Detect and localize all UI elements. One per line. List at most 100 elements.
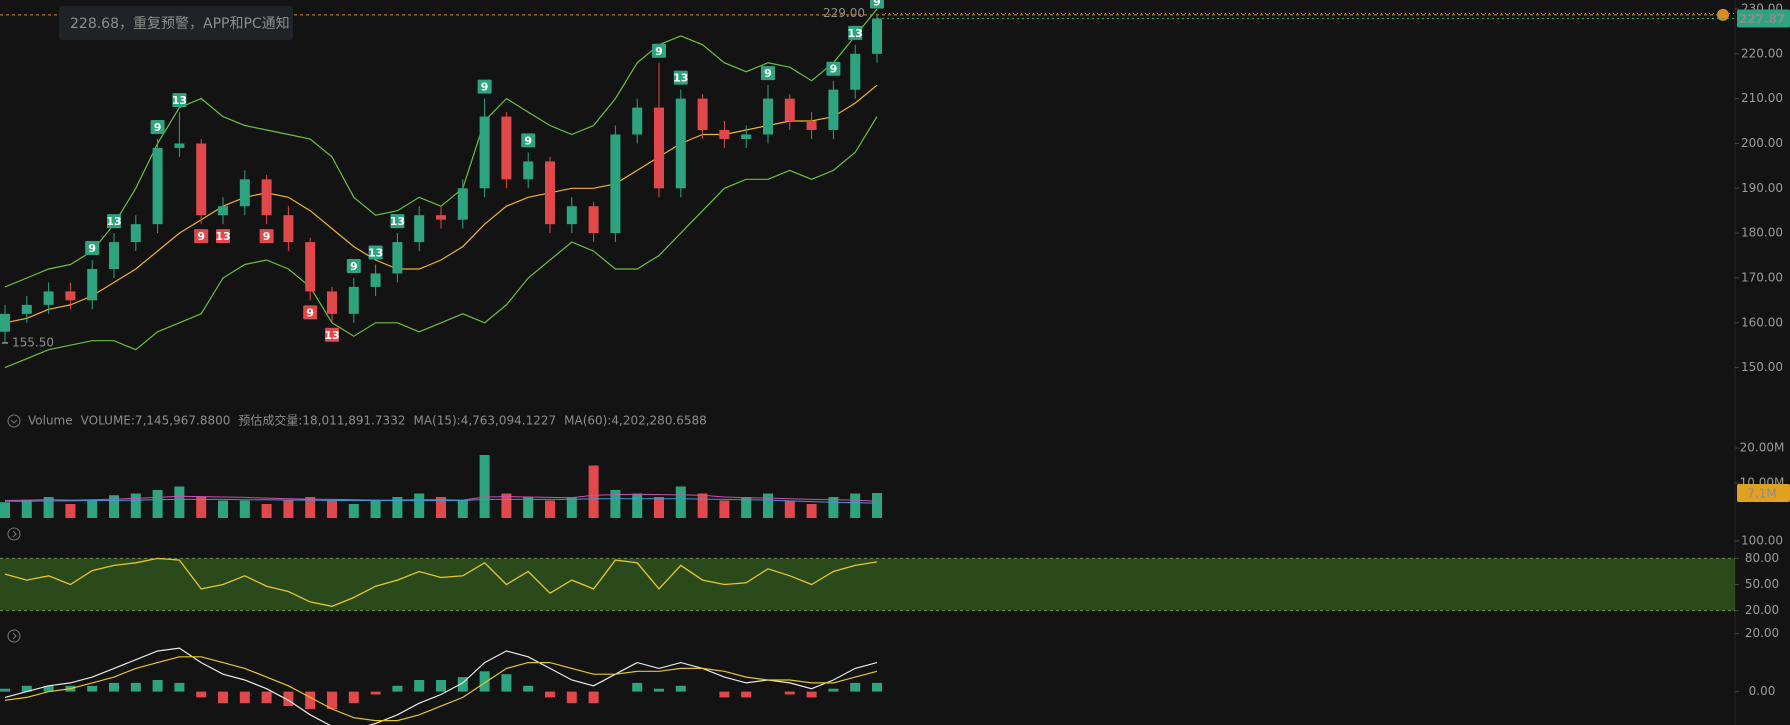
volume-bar xyxy=(719,500,730,518)
candle-body xyxy=(457,188,468,220)
macd-bar xyxy=(741,691,752,698)
y-tick-label: 150.00 xyxy=(1741,360,1783,374)
volume-bar xyxy=(43,497,54,518)
macd-bar xyxy=(261,691,272,704)
td-label: 13 xyxy=(324,329,339,342)
volume-bar xyxy=(457,500,468,518)
td-marker xyxy=(172,93,187,108)
td-label: 9 xyxy=(524,134,532,147)
td-label: 13 xyxy=(673,72,688,85)
candle-body xyxy=(370,273,381,287)
td-marker xyxy=(368,245,383,260)
candle-body xyxy=(741,134,752,139)
candle-body xyxy=(174,143,185,148)
last-price-label: 227.87 xyxy=(1739,12,1785,26)
high-label: 229.00 xyxy=(823,6,865,20)
candle-body xyxy=(479,116,490,189)
collapse-icon[interactable] xyxy=(7,414,21,428)
volume-bar xyxy=(196,497,207,518)
td-marker xyxy=(216,229,230,244)
candle-body xyxy=(0,313,10,332)
volume-bar xyxy=(436,497,446,518)
macd-bar xyxy=(109,682,119,692)
candle-body xyxy=(719,130,730,139)
volume-bar xyxy=(305,497,316,518)
y-tick-label: 160.00 xyxy=(1741,315,1783,329)
candle-body xyxy=(392,242,403,274)
td-label: 13 xyxy=(172,94,187,107)
volume-bar xyxy=(21,500,32,518)
td-marker xyxy=(303,305,318,320)
volume-ma-line xyxy=(5,498,878,504)
volume-bar xyxy=(850,493,861,518)
td-marker xyxy=(826,61,841,76)
volume-bar xyxy=(523,497,534,518)
bollinger-line xyxy=(4,8,878,288)
candle-body xyxy=(784,98,795,122)
macd-bar xyxy=(806,691,817,698)
candle-body xyxy=(43,291,54,305)
volume-bar xyxy=(784,500,795,518)
candle-body xyxy=(87,268,98,301)
candle-body xyxy=(305,242,316,292)
td-label: 13 xyxy=(215,230,230,243)
td-label: 13 xyxy=(848,27,863,40)
macd-bar xyxy=(152,680,163,692)
macd-bar xyxy=(283,691,294,707)
y-tick-label: 100.00 xyxy=(1741,534,1783,548)
y-tick-label: 180.00 xyxy=(1741,226,1783,240)
candle-body xyxy=(566,206,577,225)
td-label: 13 xyxy=(390,215,405,228)
y-tick-label: 50.00 xyxy=(1745,577,1779,591)
volume-bar xyxy=(479,455,490,518)
volume-bar xyxy=(109,495,119,518)
volume-bar xyxy=(654,497,664,518)
volume-bar xyxy=(65,504,76,518)
volume-bar xyxy=(588,465,599,518)
y-tick-label: 210.00 xyxy=(1741,91,1783,105)
candle-body xyxy=(588,206,599,234)
macd-bar xyxy=(0,688,10,692)
candle-body xyxy=(436,215,446,220)
volume-bar xyxy=(370,500,381,518)
volume-bar xyxy=(566,497,577,518)
volume-bar xyxy=(675,486,686,518)
volume-bar xyxy=(239,500,250,518)
td-label: 13 xyxy=(106,215,121,228)
macd-bar xyxy=(545,691,555,698)
candle-body xyxy=(697,98,708,131)
volume-legend: Volume xyxy=(28,414,73,428)
candle-body xyxy=(261,179,272,216)
volume-bar xyxy=(392,497,403,518)
macd-bar xyxy=(21,685,32,692)
macd-bar xyxy=(348,691,359,704)
td-marker xyxy=(325,327,339,342)
volume-last-label: 7.1M xyxy=(1747,486,1776,500)
collapse-icon[interactable] xyxy=(7,629,21,643)
macd-bar xyxy=(218,691,228,704)
alert-text: 228.68，重复预警，APP和PC通知 xyxy=(70,15,290,32)
macd-bar xyxy=(436,680,446,692)
volume-bar xyxy=(261,504,272,518)
td-label: 9 xyxy=(873,0,881,8)
volume-bar xyxy=(741,497,752,518)
volume-bar xyxy=(501,493,512,518)
y-tick-label: 0.00 xyxy=(1749,684,1776,698)
macd-bar xyxy=(784,691,795,695)
y-tick-label: 20.00M xyxy=(1740,441,1785,455)
candle-body xyxy=(218,206,228,216)
collapse-icon[interactable] xyxy=(7,527,21,541)
candle-body xyxy=(850,53,861,90)
volume-bar xyxy=(414,493,425,518)
macd-bar xyxy=(87,685,98,692)
td-marker xyxy=(194,229,209,244)
td-marker xyxy=(477,79,492,94)
y-tick-label: 20.00 xyxy=(1745,626,1779,640)
candle-body xyxy=(545,161,555,225)
bollinger-line xyxy=(4,84,878,324)
candle-body xyxy=(130,224,141,243)
macd-bar xyxy=(130,682,141,692)
td-marker xyxy=(85,241,100,256)
td-label: 9 xyxy=(306,306,314,319)
last-price-box xyxy=(1737,9,1790,28)
